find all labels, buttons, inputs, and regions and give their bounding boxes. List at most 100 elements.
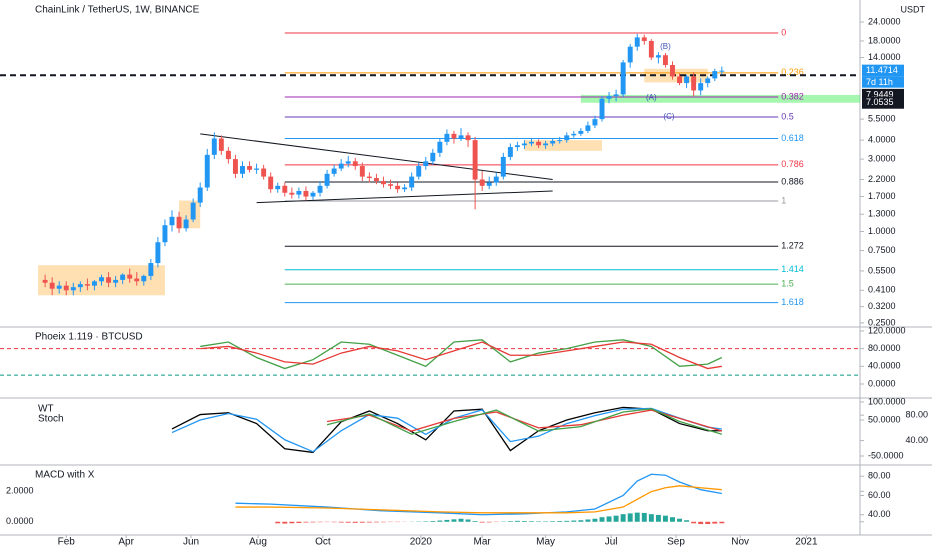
y-tick-label: -50.0000 [868,450,904,460]
candle-body [359,166,365,177]
candle-body [148,263,154,276]
price-label: 7.9449 [866,89,894,99]
histogram-bar [648,514,654,522]
candle-body [719,70,725,72]
histogram-bar [275,521,281,524]
candle-body [70,287,76,291]
candle-body [451,133,457,139]
histogram-bar [437,520,443,522]
candle-body [225,150,231,160]
candle-body [106,277,112,283]
y-tick-label: 1.3000 [868,209,896,219]
fib-label: 0.786 [781,159,804,169]
histogram-bar [712,521,718,524]
trendline [200,133,553,181]
histogram-bar [677,518,683,522]
y-tick-label: 60.00 [868,490,891,500]
indicator-line [200,341,722,370]
candle-body [585,125,591,131]
fib-label: 0.618 [781,133,804,143]
candle-body [373,178,379,182]
histogram-bar [698,521,704,525]
fib-label: 0.382 [781,91,804,101]
x-tick-label: Sep [667,537,685,548]
candle-body [324,173,330,186]
candle-body [641,37,647,41]
candle-body [402,187,408,190]
candle-body [331,168,337,174]
y-tick-label: 24.0000 [868,16,901,26]
histogram-bar [444,519,450,522]
candle-body [514,145,520,148]
candle-body [698,83,704,91]
candle-body [296,190,302,195]
x-tick-label: Jul [605,537,618,548]
candle-body [543,143,549,146]
histogram-bar [705,521,711,525]
candle-body [465,135,471,141]
fib-label: 1.5 [781,279,794,289]
candle-body [247,166,253,170]
histogram-bar [282,521,288,524]
candle-body [338,163,344,169]
candle-body [677,76,683,84]
candle-body [691,76,697,91]
candle-body [218,138,224,151]
histogram-bar [507,521,513,522]
histogram-bar [310,521,316,523]
candle-body [42,279,48,283]
candle-body [113,279,119,283]
x-tick-label: 2020 [410,537,433,548]
indicator-line [326,408,723,435]
y-tick-label: 0.5500 [868,265,896,275]
candle-body [684,76,690,84]
histogram-bar [719,521,725,524]
candle-body [211,138,217,155]
candle-body [310,192,316,197]
price-label: 11.4714 [866,65,898,75]
candle-body [571,133,577,136]
candle-body [486,182,492,186]
fib-label: 0.886 [781,176,804,186]
histogram-bar [451,519,457,522]
y-tick-label: 80.00 [905,410,928,420]
y-tick-label: 0.0000 [6,516,34,526]
candle-body [197,187,203,203]
candle-body [303,190,309,197]
candle-body [120,274,126,280]
candle-body [430,152,436,162]
indicator-title: WT [38,404,54,415]
y-tick-label: 14.0000 [868,52,901,62]
y-tick-label: 80.00 [868,471,891,481]
y-tick-label: 50.0000 [868,414,901,424]
candle-body [204,154,210,188]
candle-body [662,55,668,65]
histogram-bar [529,521,534,522]
candle-body [409,176,415,188]
candle-body [366,176,372,179]
candle-body [183,219,189,229]
candle-body [388,184,393,186]
histogram-bar [345,521,351,523]
fib-label: 0.236 [781,67,804,77]
fib-label: 0.5 [781,111,794,121]
zone [580,94,860,103]
candle-body [190,202,196,220]
candle-body [275,185,281,190]
candle-body [91,281,97,286]
y-tick-label: 2.2000 [868,174,896,184]
histogram-bar [670,517,675,522]
histogram-bar [620,514,626,522]
histogram-bar [430,521,436,522]
candle-body [712,71,718,79]
histogram-bar [352,521,358,523]
y-tick-label: 5.5000 [868,113,896,123]
candle-body [634,37,640,47]
histogram-bar [465,519,471,522]
fib-label: 1.272 [781,241,804,251]
x-tick-label: Aug [249,537,267,548]
candle-body [77,284,83,288]
histogram-bar [514,520,520,522]
histogram-bar [634,512,640,522]
candle-body [655,55,661,58]
